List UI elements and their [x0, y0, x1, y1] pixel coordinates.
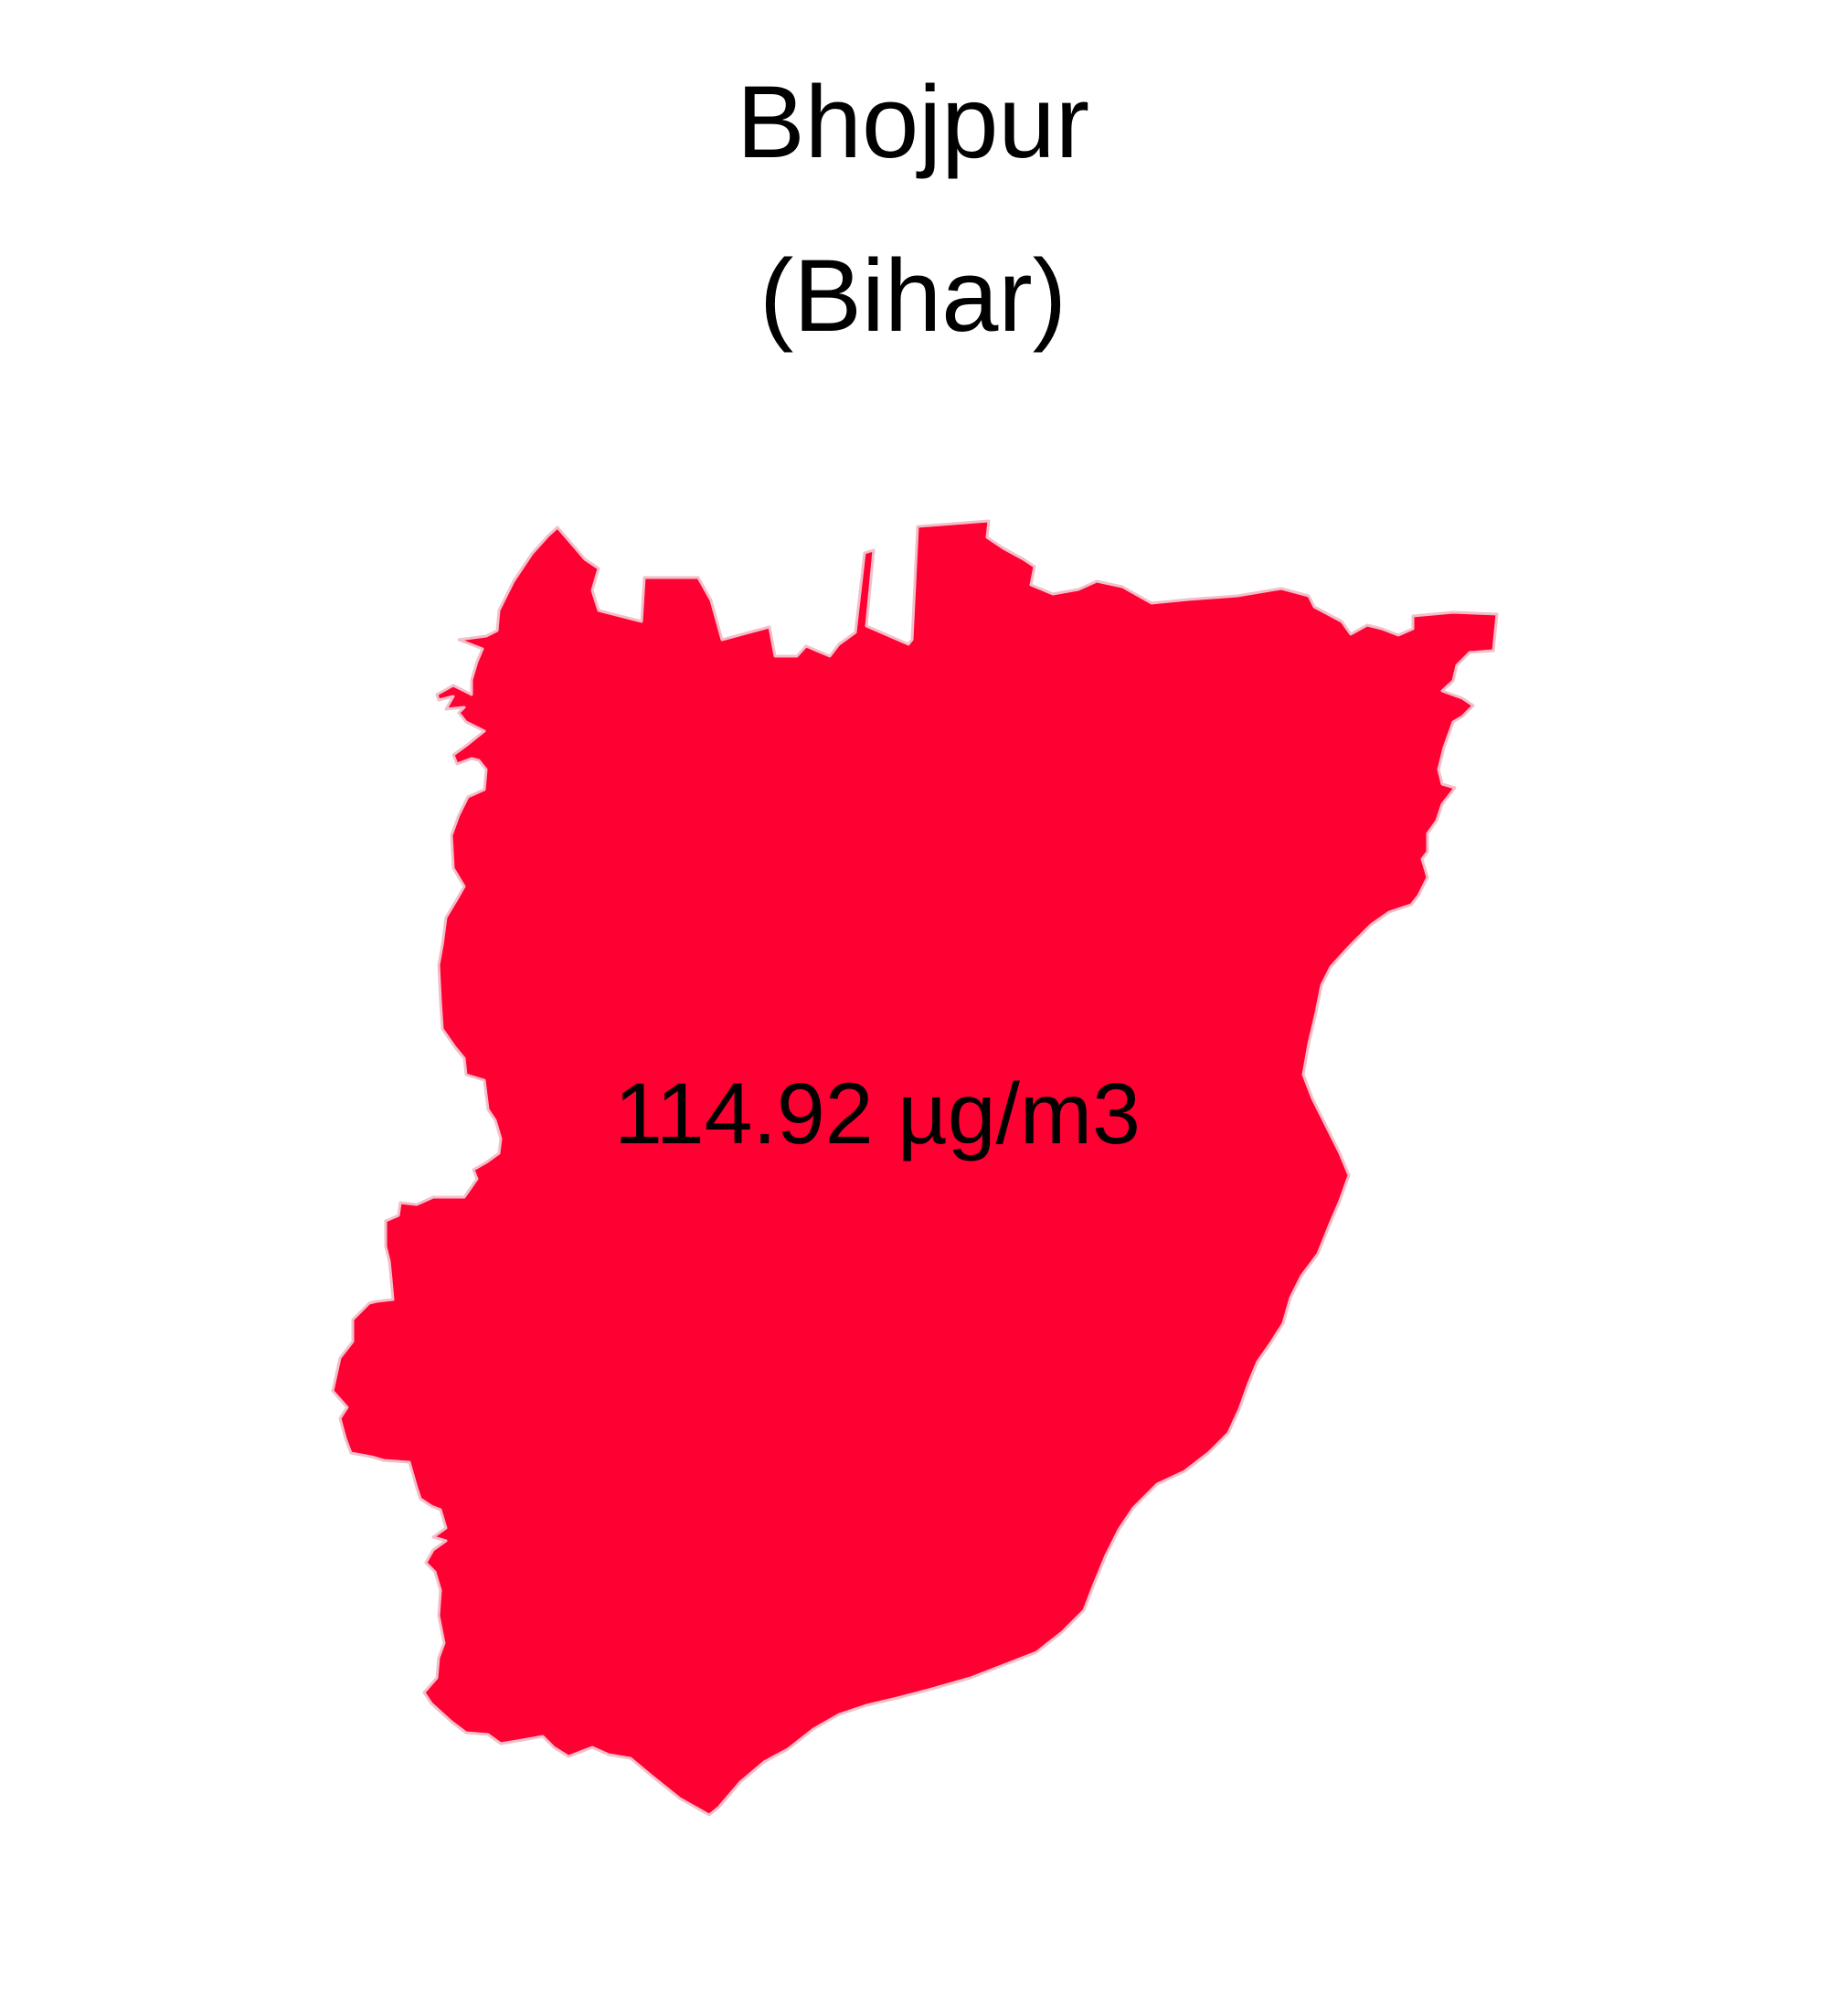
bhojpur-district-shape: [331, 519, 1499, 1817]
map-title-state: (Bihar): [759, 239, 1067, 353]
pm25-value-label: 114.92 µg/m3: [614, 1066, 1141, 1162]
map-title-district: Bhojpur: [736, 65, 1090, 179]
